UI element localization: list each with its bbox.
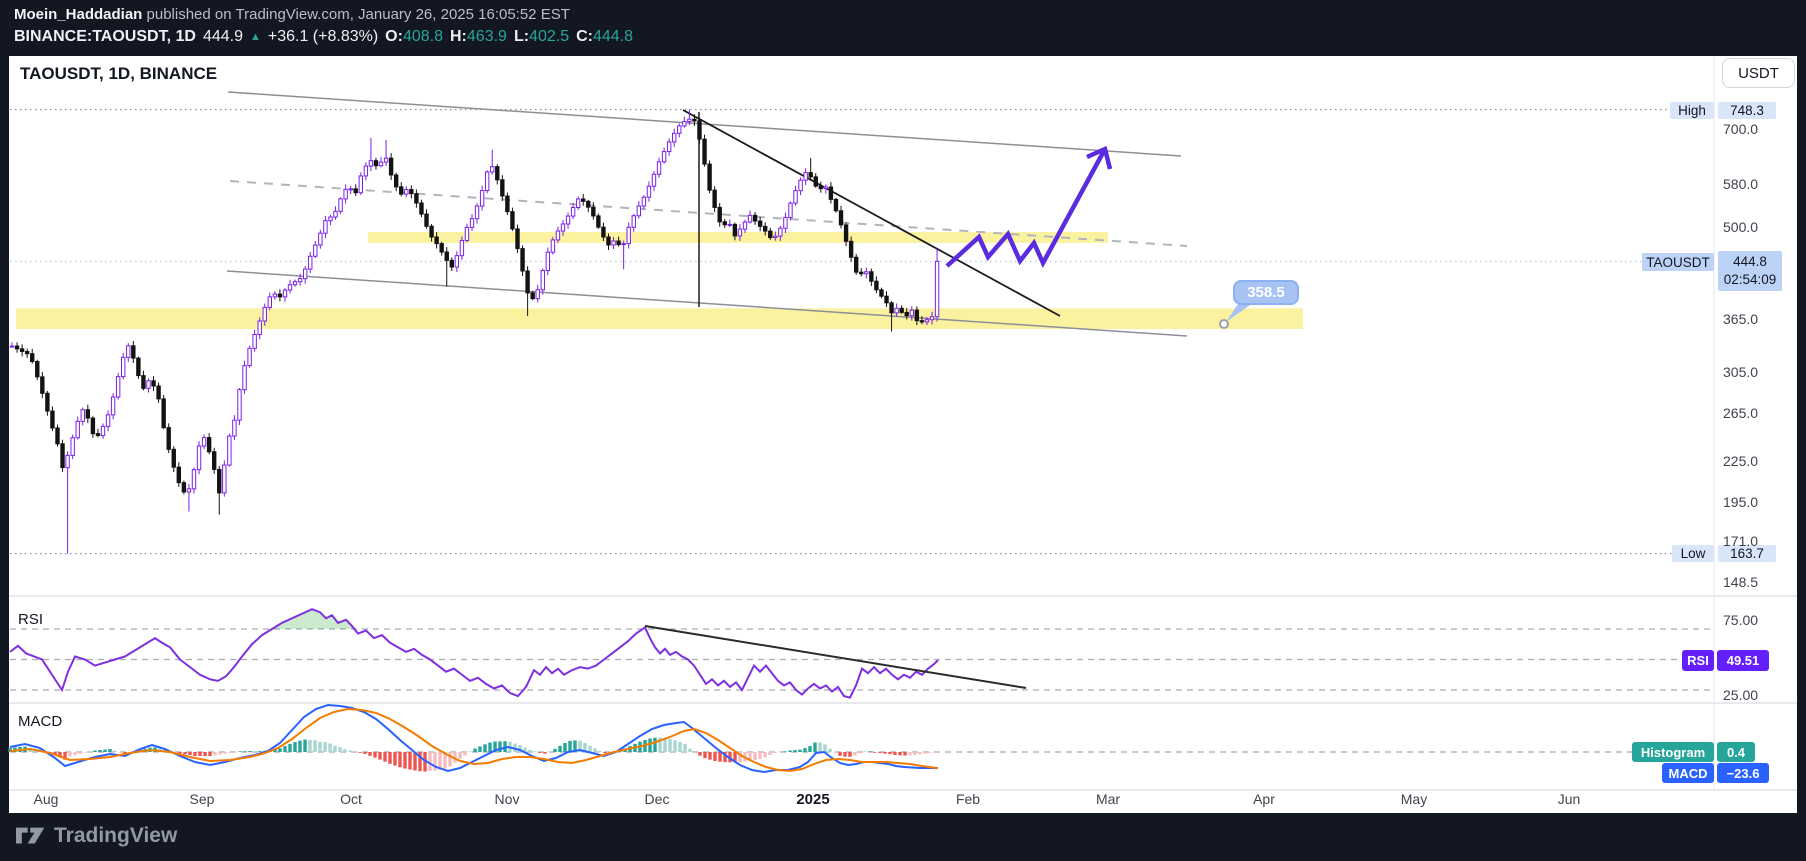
- macd-signal-line: [9, 707, 939, 773]
- time-tick-label: Feb: [955, 791, 981, 807]
- high-value: H:463.9: [450, 28, 507, 45]
- candles-down-layer: [14, 114, 925, 515]
- mid-channel-dashed[interactable]: [229, 180, 1188, 247]
- price-tick-label: 225.0: [1723, 452, 1759, 469]
- rsi-badge-value: 49.51: [1717, 650, 1769, 671]
- price-tick-label: 265.0: [1723, 404, 1759, 421]
- symbol-ohlc-row: BINANCE:TAOUSDT, 1D 444.9 ▲ +36.1 (+8.83…: [14, 28, 633, 46]
- low-marker-label: Low: [1672, 545, 1714, 562]
- time-tick-label: Mar: [1095, 791, 1121, 807]
- price-callout-bubble[interactable]: 358.5: [1233, 280, 1299, 305]
- tradingview-brand-text: TradingView: [54, 824, 178, 847]
- macd-pane-title: MACD: [18, 713, 63, 730]
- open-value: O:408.8: [385, 28, 443, 45]
- rsi-upper-tick: 75.00: [1723, 612, 1759, 628]
- up-arrow-icon: ▲: [249, 31, 261, 43]
- last-price-axis-value: 444.8: [1733, 254, 1767, 269]
- low-value: L:402.5: [513, 28, 570, 45]
- projection-zigzag-arrow[interactable]: [945, 147, 1107, 269]
- macd-histogram: [8, 737, 937, 772]
- time-tick-label: Jun: [1557, 791, 1581, 807]
- macd-line: [9, 703, 938, 774]
- time-tick-label: Dec: [644, 791, 670, 807]
- histogram-badge-value: 0.4: [1717, 742, 1755, 762]
- time-tick-label: Apr: [1253, 791, 1275, 807]
- upper-channel[interactable]: [227, 91, 1182, 157]
- price-tick-label: 195.0: [1723, 494, 1759, 511]
- callout-tail: [1226, 301, 1253, 322]
- tradingview-brand: TradingView: [16, 824, 177, 848]
- price-tick-label: 148.5: [1723, 574, 1759, 591]
- time-tick-label: Sep: [189, 791, 215, 807]
- rsi-overbought-fill: [272, 609, 355, 629]
- time-tick-label: 2025: [796, 791, 830, 808]
- author-name: Moein_Haddadian: [14, 6, 143, 23]
- macd-badge-value: −23.6: [1717, 763, 1769, 783]
- wedge-resistance[interactable]: [682, 109, 1061, 317]
- lower-channel[interactable]: [226, 270, 1188, 337]
- price-tick-label: 500.0: [1723, 219, 1759, 236]
- rsi-line: [9, 608, 939, 699]
- time-tick-label: Nov: [494, 791, 520, 807]
- macd-badge-label: MACD: [1662, 763, 1714, 783]
- close-value: C:444.8: [576, 28, 634, 45]
- last-price: 444.9: [202, 28, 243, 45]
- last-price-axis-label: 444.8 02:54:09: [1718, 251, 1782, 291]
- time-tick-label: May: [1400, 791, 1428, 807]
- chart-title: TAOUSDT, 1D, BINANCE: [20, 64, 218, 83]
- callout-anchor-marker[interactable]: [1219, 319, 1229, 329]
- rsi-badge-label: RSI: [1682, 650, 1714, 671]
- rsi-pane-title: RSI: [18, 611, 44, 628]
- bar-countdown: 02:54:09: [1723, 272, 1777, 287]
- candles-up-layer: [9, 109, 940, 554]
- high-marker-label: High: [1670, 102, 1714, 119]
- publish-info: Moein_Haddadian published on TradingView…: [14, 6, 570, 23]
- price-tick-label: 305.0: [1723, 363, 1759, 380]
- supply-zone[interactable]: [368, 232, 1108, 243]
- tradingview-logo-icon: [16, 827, 45, 844]
- time-tick-label: Aug: [33, 791, 59, 807]
- symbol-name: BINANCE:TAOUSDT, 1D: [14, 28, 196, 45]
- last-price-symbol-label: TAOUSDT: [1642, 253, 1714, 271]
- price-tick-label: 171.0: [1723, 532, 1759, 549]
- projection-arrowhead: [1086, 145, 1113, 170]
- price-tick-label: 365.0: [1723, 311, 1759, 328]
- currency-toggle-button[interactable]: USDT: [1722, 58, 1795, 88]
- time-tick-label: Oct: [340, 791, 362, 807]
- publish-text: published on TradingView.com, January 26…: [142, 6, 570, 23]
- price-change: +36.1 (+8.83%): [267, 28, 379, 45]
- histogram-badge-label: Histogram: [1632, 742, 1714, 762]
- low-marker-value: 163.7: [1718, 545, 1776, 562]
- price-tick-label: 580.0: [1723, 175, 1759, 192]
- price-tick-label: 700.0: [1723, 121, 1759, 137]
- demand-zone[interactable]: [16, 308, 1303, 330]
- high-marker-value: 748.3: [1718, 102, 1776, 119]
- rsi-trendline[interactable]: [644, 625, 1027, 689]
- chart-plot-area[interactable]: [9, 56, 1797, 813]
- rsi-lower-tick: 25.00: [1723, 687, 1759, 703]
